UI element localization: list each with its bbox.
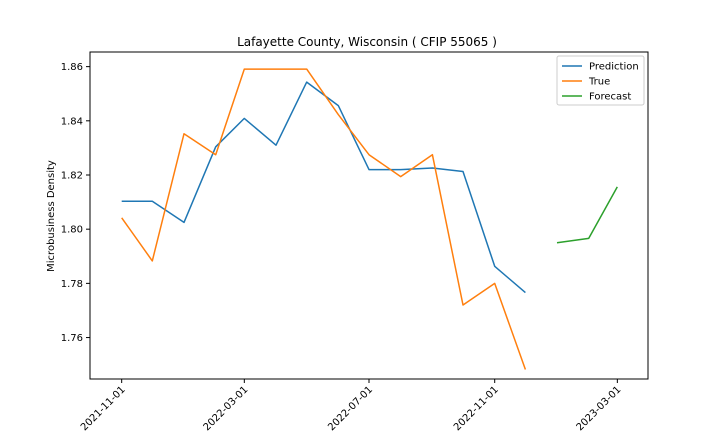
series-line-prediction	[121, 81, 526, 294]
y-tick-label: 1.86	[61, 62, 83, 73]
chart-title: Lafayette County, Wisconsin ( CFIP 55065…	[237, 35, 497, 49]
y-tick-label: 1.84	[61, 116, 83, 127]
y-tick-label: 1.76	[61, 333, 83, 344]
plot-frame	[89, 51, 649, 380]
y-tick-label: 1.80	[61, 225, 83, 236]
y-tick-label: 1.82	[61, 170, 83, 181]
legend-label: Prediction	[589, 62, 639, 73]
y-axis-label: Microbusiness Density	[46, 160, 57, 272]
legend-box	[556, 55, 645, 106]
legend-label: Forecast	[589, 92, 631, 103]
legend: Prediction True Forecast	[556, 55, 645, 106]
y-tick-label: 1.78	[61, 279, 83, 290]
series-line-forecast	[556, 186, 618, 244]
series-line-true	[121, 68, 527, 370]
legend-label: True	[588, 77, 610, 88]
